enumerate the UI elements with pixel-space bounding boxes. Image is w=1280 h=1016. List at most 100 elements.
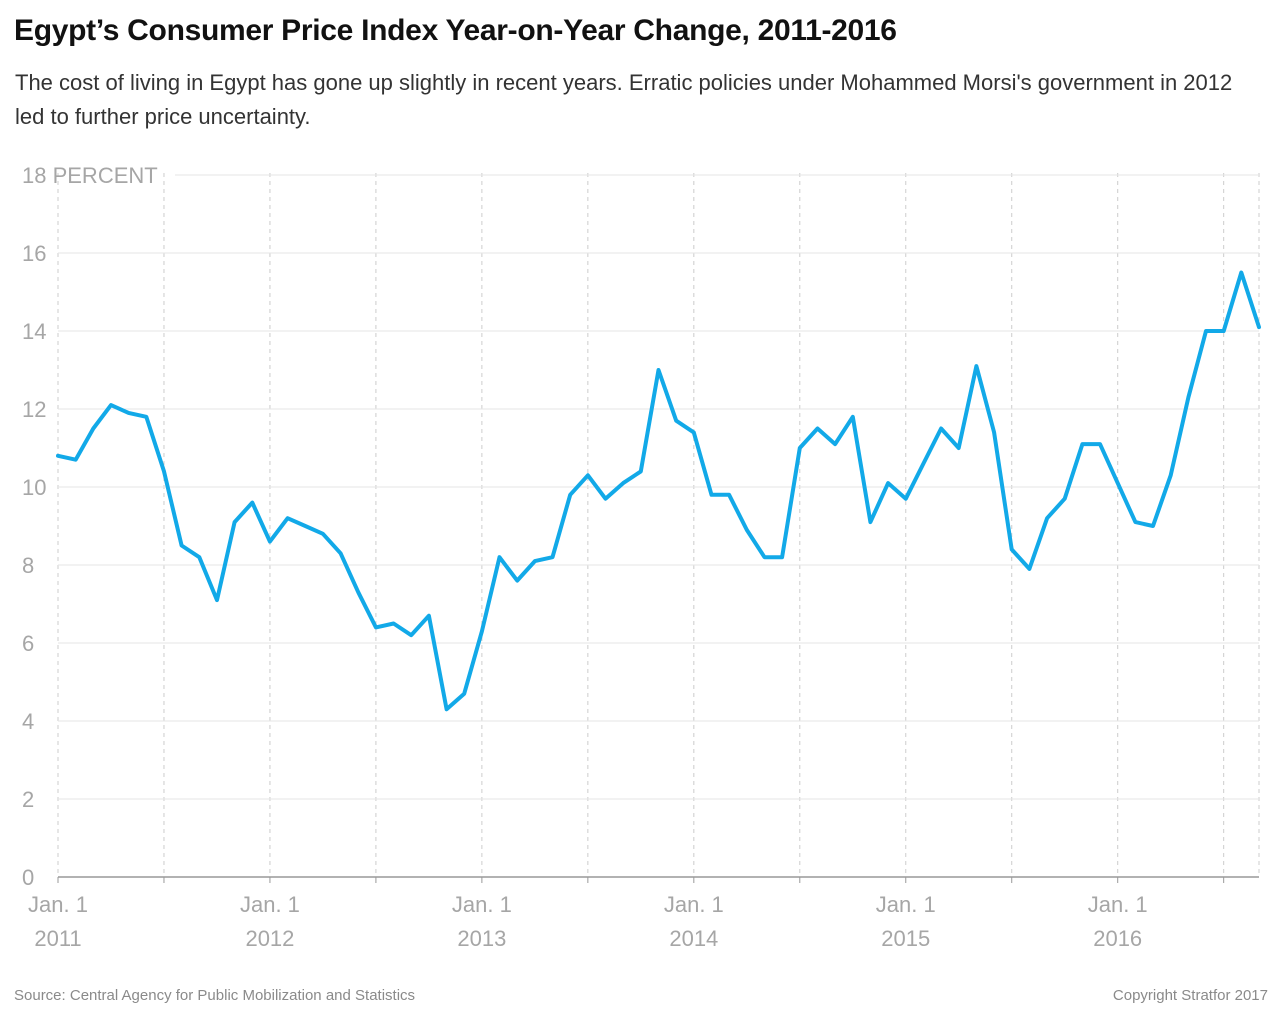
data-point — [1133, 520, 1137, 524]
y-tick-label: 0 — [22, 865, 34, 890]
x-tick-label-year: 2011 — [34, 926, 81, 951]
data-point — [727, 493, 731, 497]
data-point — [1080, 442, 1084, 446]
x-tick-label-year: 2013 — [457, 926, 506, 951]
data-point — [127, 411, 131, 415]
x-tick-label-date: Jan. 1 — [1088, 892, 1148, 917]
x-tick-label-year: 2015 — [881, 926, 930, 951]
y-tick-label: 6 — [22, 631, 34, 656]
data-point — [657, 368, 661, 372]
data-point — [250, 501, 254, 505]
data-point — [109, 403, 113, 407]
data-point — [692, 430, 696, 434]
y-tick-label: 18 PERCENT — [22, 163, 158, 188]
data-point — [1045, 516, 1049, 520]
data-point — [816, 427, 820, 431]
data-point — [427, 614, 431, 618]
data-point — [568, 493, 572, 497]
data-point — [939, 427, 943, 431]
x-tick-label-year: 2016 — [1093, 926, 1142, 951]
data-point — [1116, 481, 1120, 485]
data-point — [1222, 329, 1226, 333]
data-point — [480, 629, 484, 633]
data-point — [1098, 442, 1102, 446]
data-point — [321, 532, 325, 536]
data-point — [974, 364, 978, 368]
data-point — [851, 415, 855, 419]
data-point — [551, 555, 555, 559]
data-point — [74, 458, 78, 462]
label-layer: 0 2 4 6 8 10 12 14 16 18 PERCENT Jan. 1 2011 Jan. 1 2… — [22, 163, 1148, 951]
data-point — [1257, 325, 1261, 329]
y-tick-label: 10 — [22, 475, 46, 500]
grid-layer — [57, 173, 1260, 877]
data-point — [674, 419, 678, 423]
data-point — [798, 446, 802, 450]
data-point — [233, 520, 237, 524]
data-point — [91, 427, 95, 431]
x-tick-label-year: 2014 — [669, 926, 718, 951]
data-point — [1169, 473, 1173, 477]
y-tick-label: 2 — [22, 787, 34, 812]
data-point — [356, 590, 360, 594]
data-point — [639, 469, 643, 473]
data-point — [286, 516, 290, 520]
y-tick-label: 12 — [22, 397, 46, 422]
data-point — [1063, 497, 1067, 501]
y-tick-label: 14 — [22, 319, 46, 344]
y-tick-label: 4 — [22, 709, 34, 734]
x-tick-label-date: Jan. 1 — [452, 892, 512, 917]
x-tick-label-date: Jan. 1 — [240, 892, 300, 917]
data-point — [1010, 547, 1014, 551]
data-point — [56, 454, 60, 458]
data-point — [604, 497, 608, 501]
data-point — [763, 555, 767, 559]
data-point — [957, 446, 961, 450]
data-point — [144, 415, 148, 419]
chart-title: Egypt’s Consumer Price Index Year-on-Yea… — [14, 14, 897, 47]
data-point — [180, 544, 184, 548]
data-point — [586, 473, 590, 477]
data-point — [445, 707, 449, 711]
data-point — [1239, 271, 1243, 275]
data-point — [462, 692, 466, 696]
source-note: Source: Central Agency for Public Mobili… — [14, 987, 416, 1004]
data-point — [621, 481, 625, 485]
data-point — [992, 430, 996, 434]
data-point — [1151, 524, 1155, 528]
y-tick-label: 8 — [22, 553, 34, 578]
chart-subtitle: The cost of living in Egypt has gone up … — [15, 70, 1233, 129]
data-point — [409, 633, 413, 637]
data-point — [162, 469, 166, 473]
data-point — [1186, 395, 1190, 399]
data-point — [498, 555, 502, 559]
data-point — [1027, 567, 1031, 571]
data-point — [780, 555, 784, 559]
data-point — [339, 551, 343, 555]
data-point — [215, 598, 219, 602]
data-point — [904, 497, 908, 501]
x-tick-label-date: Jan. 1 — [664, 892, 724, 917]
data-point — [886, 481, 890, 485]
data-point — [303, 524, 307, 528]
line-chart: 0 2 4 6 8 10 12 14 16 18 PERCENT Jan. 1 2011 Jan. 1 2… — [22, 163, 1261, 951]
data-point — [197, 555, 201, 559]
x-tick-label-date: Jan. 1 — [28, 892, 88, 917]
data-point — [268, 540, 272, 544]
data-point — [710, 493, 714, 497]
x-tick-label-date: Jan. 1 — [876, 892, 936, 917]
data-point — [374, 625, 378, 629]
data-point — [392, 622, 396, 626]
data-point — [533, 559, 537, 563]
data-point — [745, 528, 749, 532]
data-point — [921, 462, 925, 466]
axis-layer — [57, 876, 1259, 883]
data-point — [868, 520, 872, 524]
data-point — [833, 442, 837, 446]
series-layer — [56, 270, 1261, 712]
y-tick-label: 16 — [22, 241, 46, 266]
data-point — [1204, 329, 1208, 333]
x-tick-label-year: 2012 — [245, 926, 294, 951]
data-point — [515, 579, 519, 583]
cpi-yoy-line — [56, 270, 1261, 712]
